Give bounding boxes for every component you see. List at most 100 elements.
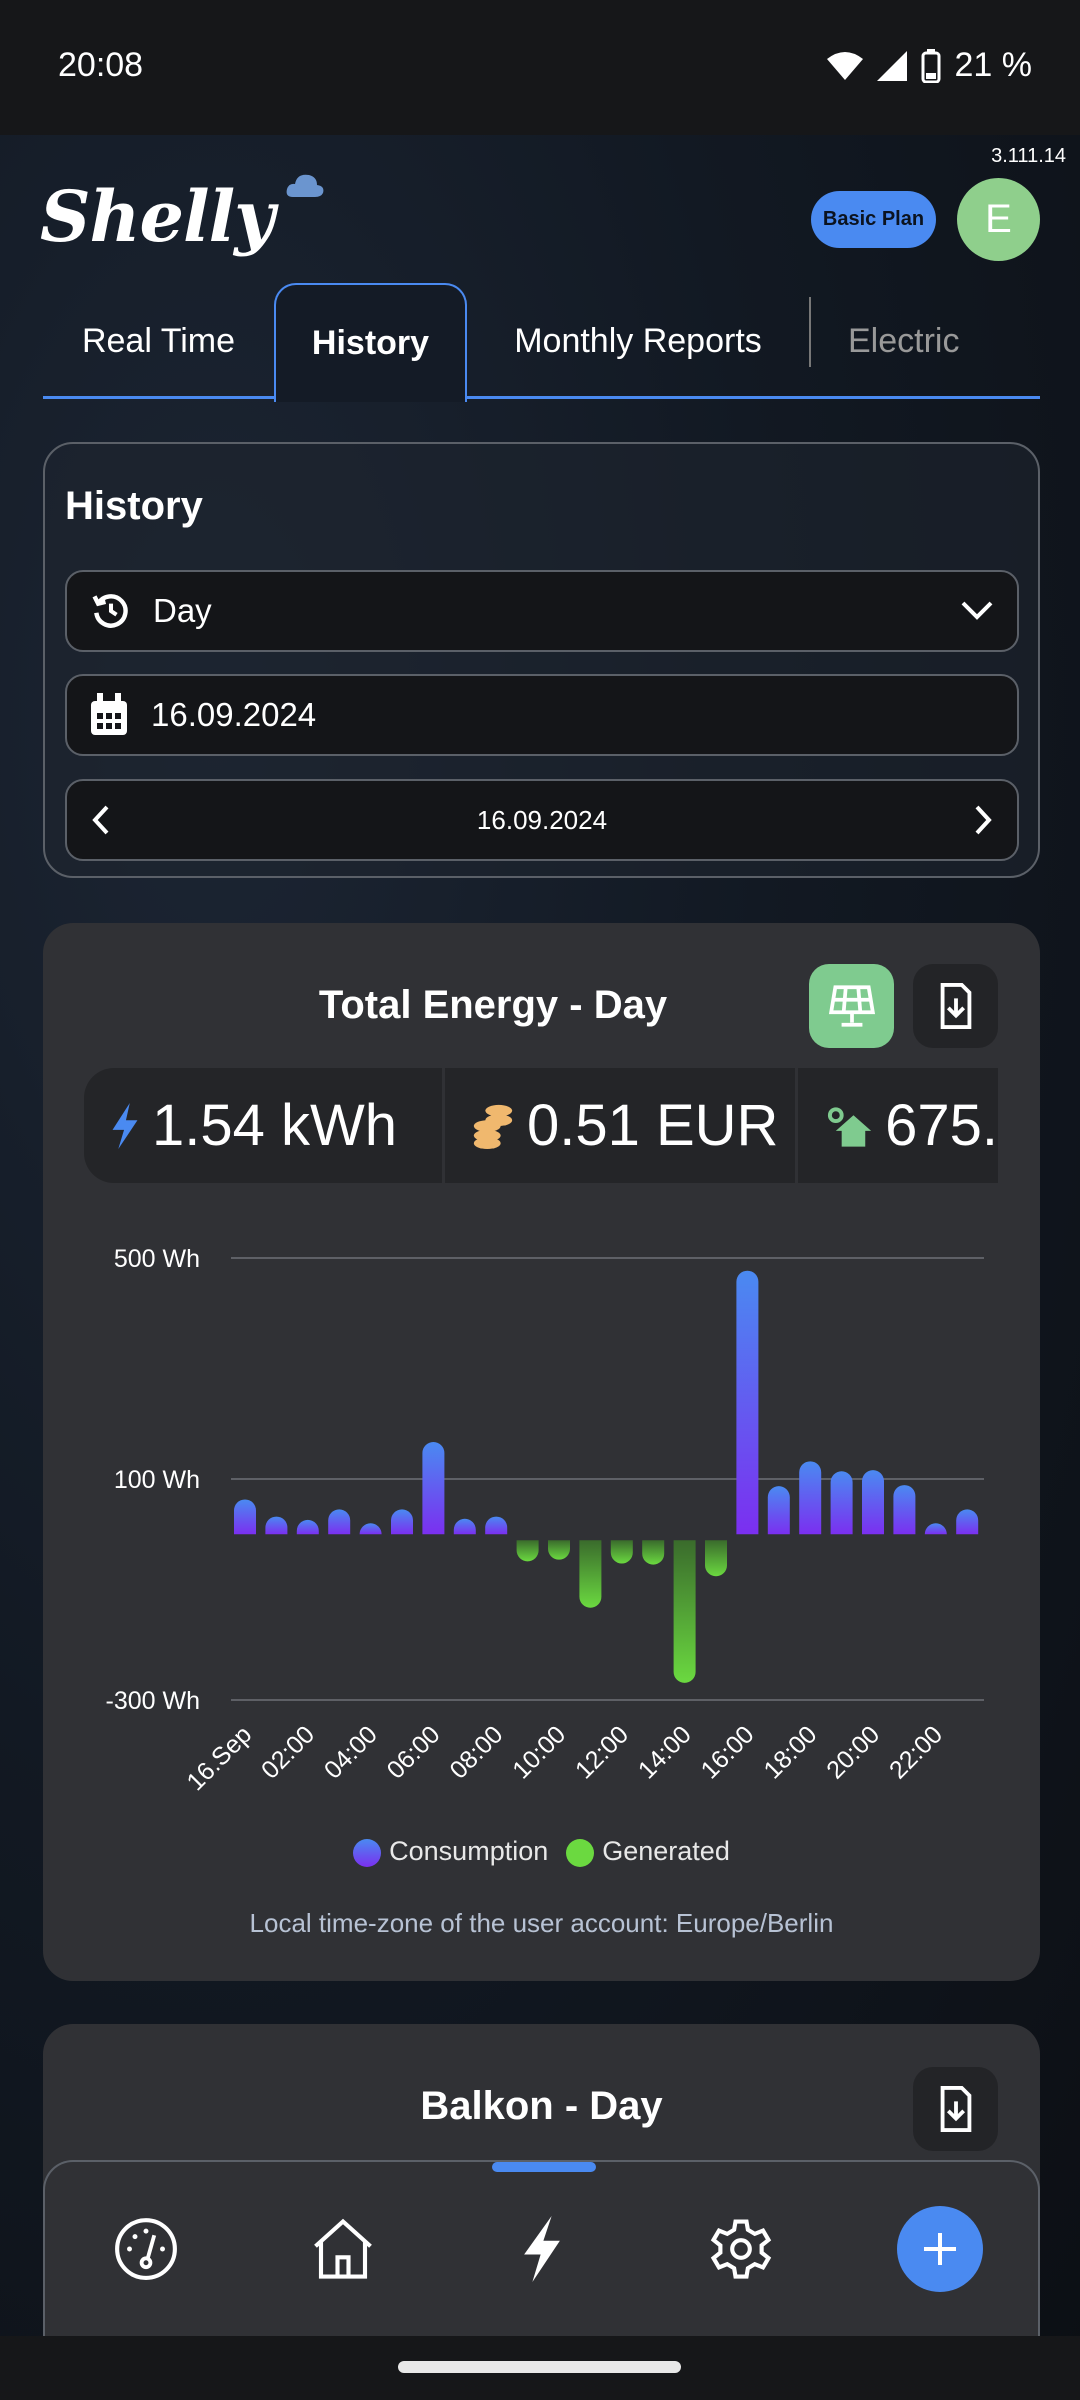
stat-energy: 1.54 kWh bbox=[84, 1068, 445, 1183]
total-energy-card: Total Energy - Day 1.54 kWh 0.51 EUR 675… bbox=[43, 923, 1040, 1981]
file-download-icon bbox=[940, 2086, 971, 2132]
tab-real-time[interactable]: Real Time bbox=[81, 321, 236, 360]
add-button[interactable] bbox=[897, 2206, 983, 2292]
active-indicator bbox=[492, 2162, 596, 2172]
energy-icon[interactable] bbox=[507, 2214, 577, 2284]
legend-consumption[interactable]: Consumption bbox=[353, 1836, 548, 1867]
chart-legend: Consumption Generated bbox=[43, 1836, 1040, 1867]
tab-bar: Real Time History Monthly Reports Electr… bbox=[43, 283, 1040, 402]
legend-generated[interactable]: Generated bbox=[566, 1836, 730, 1867]
prev-day-button[interactable] bbox=[89, 803, 113, 837]
generated-bar[interactable] bbox=[705, 1540, 727, 1577]
tab-monthly-reports[interactable]: Monthly Reports bbox=[514, 321, 762, 360]
wifi-icon bbox=[826, 51, 863, 80]
export-button[interactable] bbox=[913, 2067, 998, 2151]
x-tick-label: 02:00 bbox=[256, 1720, 320, 1784]
coins-icon bbox=[473, 1104, 513, 1149]
x-tick-label: 08:00 bbox=[444, 1720, 508, 1784]
consumption-bar[interactable] bbox=[924, 1523, 947, 1535]
generated-bar[interactable] bbox=[548, 1540, 570, 1560]
energy-chart: 500 Wh 100 Wh -300 Wh 16.Sep02:0004:0006:00… bbox=[106, 1245, 984, 1796]
generated-bar[interactable] bbox=[673, 1540, 696, 1683]
x-tick-label: 16.Sep bbox=[181, 1720, 257, 1796]
solar-toggle-button[interactable] bbox=[809, 964, 894, 1048]
basic-plan-badge[interactable]: Basic Plan bbox=[811, 191, 936, 248]
x-tick-label: 10:00 bbox=[507, 1720, 571, 1784]
x-tick-label: 14:00 bbox=[633, 1720, 697, 1784]
tab-divider bbox=[809, 297, 811, 367]
card-title: Total Energy - Day bbox=[318, 983, 668, 1027]
date-input[interactable]: 16.09.2024 bbox=[65, 674, 1019, 756]
clock: 20:08 bbox=[58, 46, 144, 84]
x-tick-label: 20:00 bbox=[821, 1720, 885, 1784]
add-icon bbox=[924, 2233, 956, 2265]
bottom-nav bbox=[43, 2160, 1040, 2336]
generated-bar[interactable] bbox=[516, 1540, 539, 1562]
home-indicator[interactable] bbox=[398, 2361, 681, 2373]
period-value: Day bbox=[153, 592, 212, 629]
consumption-bar[interactable] bbox=[830, 1471, 853, 1535]
consumption-bar[interactable] bbox=[453, 1518, 476, 1535]
x-tick-label: 16:00 bbox=[696, 1720, 760, 1784]
consumption-bar[interactable] bbox=[893, 1485, 916, 1535]
system-icons: 21 % bbox=[826, 46, 1033, 85]
settings-icon[interactable] bbox=[706, 2214, 776, 2284]
bolt-icon bbox=[112, 1102, 138, 1149]
tab-history[interactable]: History bbox=[274, 283, 467, 402]
date-navigator: 16.09.2024 bbox=[65, 779, 1019, 861]
history-panel: History Day 16.09.2024 16.09.2024 bbox=[43, 442, 1040, 878]
generated-bar[interactable] bbox=[610, 1540, 633, 1564]
x-tick-label: 18:00 bbox=[758, 1720, 822, 1784]
x-tick-label: 22:00 bbox=[884, 1720, 948, 1784]
avatar[interactable]: E bbox=[957, 178, 1040, 261]
signal-icon bbox=[876, 50, 907, 81]
timezone-note: Local time-zone of the user account: Eur… bbox=[249, 1908, 834, 1938]
battery-percent: 21 % bbox=[954, 46, 1033, 84]
dashboard-icon[interactable] bbox=[111, 2214, 181, 2284]
y-tick-label: 100 Wh bbox=[114, 1466, 200, 1494]
x-tick-label: 06:00 bbox=[382, 1720, 446, 1784]
calendar-icon bbox=[91, 693, 127, 735]
nav-date: 16.09.2024 bbox=[476, 804, 608, 835]
app-version: 3.111.14 bbox=[991, 145, 1066, 167]
consumption-bar[interactable] bbox=[862, 1470, 884, 1535]
consumption-bar[interactable] bbox=[359, 1523, 382, 1535]
battery-icon bbox=[921, 48, 940, 83]
generated-bar[interactable] bbox=[579, 1540, 602, 1608]
shelly-logo: Shelly bbox=[40, 174, 324, 258]
y-tick-label: 500 Wh bbox=[114, 1245, 200, 1273]
consumption-bar[interactable] bbox=[391, 1509, 413, 1535]
period-select[interactable]: Day bbox=[65, 570, 1019, 652]
file-download-icon bbox=[940, 983, 971, 1029]
solar-panel-icon bbox=[828, 985, 875, 1027]
export-button[interactable] bbox=[913, 964, 998, 1048]
stat-solar: 675. bbox=[798, 1068, 998, 1183]
consumption-bar[interactable] bbox=[265, 1516, 288, 1535]
generated-bar[interactable] bbox=[642, 1540, 665, 1565]
consumption-bar[interactable] bbox=[234, 1499, 256, 1535]
consumption-bar[interactable] bbox=[767, 1486, 790, 1535]
consumption-bar[interactable] bbox=[328, 1509, 351, 1535]
consumption-bar[interactable] bbox=[422, 1441, 445, 1535]
stat-cost: 0.51 EUR bbox=[445, 1068, 798, 1183]
tab-electricity[interactable]: Electric bbox=[848, 321, 960, 360]
consumption-bar[interactable] bbox=[736, 1270, 759, 1535]
x-tick-label: 04:00 bbox=[319, 1720, 383, 1784]
energy-stats: 1.54 kWh 0.51 EUR 675. bbox=[84, 1068, 998, 1183]
consumption-bar[interactable] bbox=[956, 1509, 979, 1535]
consumption-bar[interactable] bbox=[799, 1461, 822, 1535]
gesture-bar bbox=[0, 2336, 1080, 2400]
card-title: Balkon - Day bbox=[420, 2084, 663, 2128]
next-day-button[interactable] bbox=[971, 803, 995, 837]
history-title: History bbox=[65, 484, 203, 528]
solar-house-icon bbox=[827, 1106, 872, 1147]
home-icon[interactable] bbox=[308, 2214, 378, 2284]
consumption-bar[interactable] bbox=[296, 1519, 319, 1535]
x-tick-label: 12:00 bbox=[570, 1720, 634, 1784]
y-tick-label: -300 Wh bbox=[106, 1687, 200, 1715]
date-value: 16.09.2024 bbox=[151, 696, 317, 733]
status-bar: 20:08 21 % bbox=[0, 0, 1080, 135]
history-icon bbox=[92, 594, 128, 628]
chevron-down-icon bbox=[961, 601, 993, 620]
consumption-bar[interactable] bbox=[485, 1516, 508, 1535]
